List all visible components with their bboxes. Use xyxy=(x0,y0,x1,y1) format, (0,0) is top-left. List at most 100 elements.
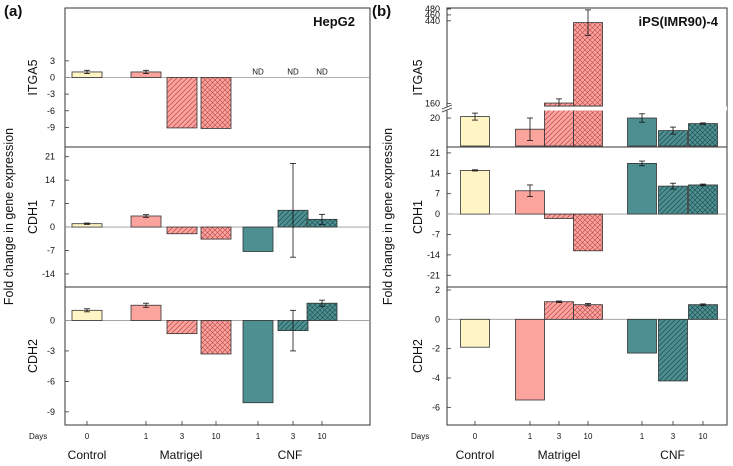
day-label: 10 xyxy=(699,432,708,441)
subplot-itga5: ITGA5 3 0 -3 -6 -9 ND ND ND xyxy=(26,56,370,132)
group-label-cnf: CNF xyxy=(660,448,685,462)
y-tick-label: -3 xyxy=(47,346,55,356)
bar-b-itga5-2 xyxy=(544,105,574,147)
y-tick-label: 0 xyxy=(50,73,55,83)
y-tick-label: -7 xyxy=(47,246,55,256)
group-label-cnf: CNF xyxy=(278,448,303,462)
y-tick-label: 3 xyxy=(50,56,55,66)
y-tick-label: 440 xyxy=(425,16,440,26)
panel-b: (b) iPS(IMR90)-4 Fold change in gene expre… xyxy=(372,3,728,462)
day-label: 3 xyxy=(291,432,296,441)
bar-b-itga5-3 xyxy=(573,105,603,147)
day-label: 1 xyxy=(528,432,533,441)
y-tick-label: -6 xyxy=(432,402,440,412)
bar-b-itga5-6 xyxy=(688,123,718,147)
panel-label: (b) xyxy=(372,3,391,20)
bar-b-cdh2-3 xyxy=(573,304,603,320)
y-tick-label: -21 xyxy=(427,270,440,280)
bar-b-cdh1-2 xyxy=(544,213,574,219)
bar-a-cdh1-4 xyxy=(242,226,274,252)
gene-label: ITGA5 xyxy=(26,59,40,95)
day-label: 1 xyxy=(256,432,261,441)
group-label-control: Control xyxy=(68,448,107,462)
day-label: 3 xyxy=(671,432,676,441)
group-label-matrigel: Matrigel xyxy=(538,448,581,462)
gene-label: CDH1 xyxy=(26,200,40,234)
days-label: Days xyxy=(29,432,47,441)
plot-frame xyxy=(446,7,728,426)
subplot-cdh1: CDH1 21 14 7 0 -7 -14 xyxy=(26,146,370,279)
day-label: 10 xyxy=(584,432,593,441)
bar-b-cdh2-4 xyxy=(627,318,657,354)
bar-b-cdh2-5 xyxy=(658,318,688,382)
y-tick-label: 7 xyxy=(50,199,55,209)
bar-b-cdh1-4 xyxy=(627,162,657,215)
y-tick-label: 160 xyxy=(425,99,440,109)
y-tick-label: 21 xyxy=(45,152,55,162)
axis-break-mark xyxy=(441,107,453,113)
chart-title: iPS(IMR90)-4 xyxy=(639,14,719,29)
y-tick-label: -9 xyxy=(47,407,55,417)
bar-b-cdh2-1 xyxy=(515,318,545,401)
nd-label: ND xyxy=(287,68,299,77)
subplot-cdh1: CDH1 21 14 7 0 -7 -14 -21 xyxy=(411,146,727,280)
bar-a-cdh1-3 xyxy=(200,226,232,240)
gene-label: CDH1 xyxy=(411,200,425,234)
bar-b-cdh1-6 xyxy=(688,184,718,215)
plot-frame xyxy=(64,7,371,426)
y-tick-label: -3 xyxy=(47,89,55,99)
day-label: 0 xyxy=(85,432,90,441)
gene-label: ITGA5 xyxy=(411,59,425,95)
bar-a-itga5-3 xyxy=(200,77,232,129)
group-label-control: Control xyxy=(456,448,495,462)
y-tick-label: -14 xyxy=(42,269,55,279)
subplot-cdh2: CDH2 0 -3 -6 -9 xyxy=(26,286,370,417)
bar-b-cdh1-0 xyxy=(460,169,490,215)
y-tick-label: 0 xyxy=(50,222,55,232)
y-tick-label: 0 xyxy=(50,315,55,325)
bar-b-cdh2-0 xyxy=(460,318,490,348)
y-axis-label: Fold change in gene expression xyxy=(2,128,16,305)
subplot-cdh2: CDH2 2 0 -2 -4 -6 xyxy=(411,285,727,412)
y-tick-label: -6 xyxy=(47,106,55,116)
y-tick-label: 480 xyxy=(425,4,440,14)
bar-b-cdh1-5 xyxy=(658,185,688,215)
y-tick-label: -2 xyxy=(432,344,440,354)
bar-a-itga5-2 xyxy=(166,77,198,129)
chart-title: HepG2 xyxy=(313,14,355,29)
bar-b-cdh2-6 xyxy=(688,304,718,320)
bar-a-cdh1-2 xyxy=(166,226,198,235)
days-label: Days xyxy=(411,432,429,441)
y-tick-label: 2 xyxy=(435,285,440,295)
bar-b-cdh2-2 xyxy=(544,301,574,320)
axis-break-gap xyxy=(443,106,727,111)
group-label-matrigel: Matrigel xyxy=(160,448,203,462)
day-label: 10 xyxy=(212,432,221,441)
bar-upper xyxy=(573,22,603,107)
y-tick-label: -6 xyxy=(47,376,55,386)
panel-label: (a) xyxy=(4,3,22,20)
nd-label: ND xyxy=(252,68,264,77)
bar-b-itga5-0 xyxy=(460,116,490,147)
nd-label: ND xyxy=(316,68,328,77)
day-label: 3 xyxy=(557,432,562,441)
day-label: 1 xyxy=(144,432,149,441)
gene-label: CDH2 xyxy=(26,339,40,373)
y-tick-label: -9 xyxy=(47,122,55,132)
day-label: 0 xyxy=(473,432,478,441)
y-tick-label: 14 xyxy=(430,168,440,178)
day-label: 3 xyxy=(180,432,185,441)
bar-a-cdh2-2 xyxy=(166,320,198,335)
day-label: 10 xyxy=(318,432,327,441)
y-tick-label: 20 xyxy=(430,113,440,123)
y-tick-label: 0 xyxy=(435,314,440,324)
y-tick-label: 7 xyxy=(435,189,440,199)
y-tick-label: -7 xyxy=(432,229,440,239)
gene-label: CDH2 xyxy=(411,339,425,373)
y-tick-label: 460 xyxy=(425,10,440,20)
bar-b-itga5-4 xyxy=(627,117,657,147)
day-label: 1 xyxy=(640,432,645,441)
y-tick-label: 14 xyxy=(45,175,55,185)
